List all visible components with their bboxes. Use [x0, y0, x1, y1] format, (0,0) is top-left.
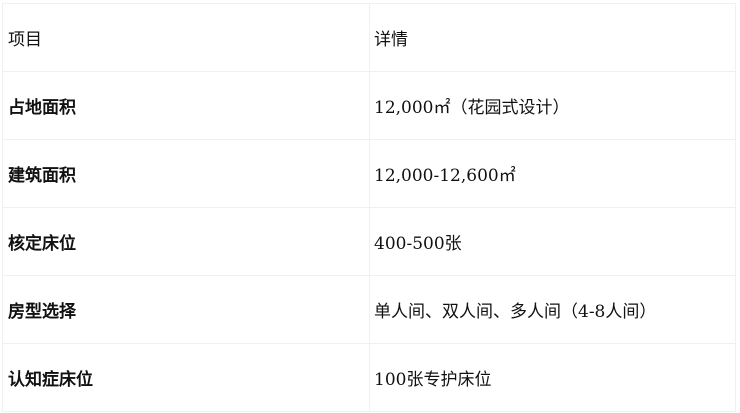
header-detail: 详情 [369, 3, 736, 72]
row-label: 占地面积 [2, 71, 370, 140]
table-row: 房型选择 单人间、双人间、多人间（4-8人间） [2, 275, 736, 344]
table-row: 认知症床位 100张专护床位 [2, 343, 736, 412]
row-label: 房型选择 [2, 275, 370, 344]
row-value: 12,000-12,600㎡ [369, 139, 736, 208]
table-row: 占地面积 12,000㎡（花园式设计） [2, 71, 736, 140]
table-header-row: 项目 详情 [2, 3, 736, 72]
row-label: 核定床位 [2, 207, 370, 276]
table-row: 建筑面积 12,000-12,600㎡ [2, 139, 736, 208]
row-value: 12,000㎡（花园式设计） [369, 71, 736, 140]
row-value: 100张专护床位 [369, 343, 736, 412]
row-label: 认知症床位 [2, 343, 370, 412]
row-value: 400-500张 [369, 207, 736, 276]
table-row: 核定床位 400-500张 [2, 207, 736, 276]
info-table: 项目 详情 占地面积 12,000㎡（花园式设计） 建筑面积 12,000-12… [2, 3, 736, 412]
header-item: 项目 [2, 3, 370, 72]
row-value: 单人间、双人间、多人间（4-8人间） [369, 275, 736, 344]
row-label: 建筑面积 [2, 139, 370, 208]
